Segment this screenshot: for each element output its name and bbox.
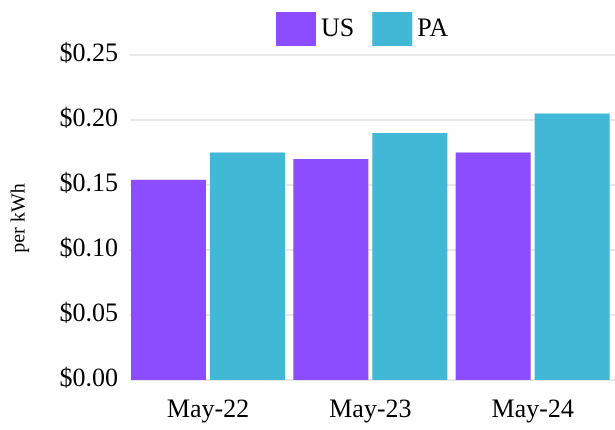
y-tick-label: $0.10 (60, 233, 119, 262)
y-tick-label: $0.25 (60, 38, 119, 67)
bar (293, 159, 369, 380)
legend-label: PA (417, 13, 448, 42)
bar (372, 133, 448, 380)
legend-swatch (276, 12, 316, 46)
bar (131, 179, 206, 380)
x-tick-label: May-24 (492, 394, 574, 423)
y-tick-label: $0.20 (60, 103, 119, 132)
y-tick-label: $0.00 (60, 363, 119, 392)
bar (455, 152, 531, 380)
x-tick-label: May-23 (329, 394, 411, 423)
legend-label: US (321, 13, 354, 42)
bar (534, 113, 610, 380)
y-tick-label: $0.15 (60, 168, 119, 197)
bar (210, 152, 285, 380)
y-axis-label: per kWh (8, 183, 30, 252)
legend-swatch (372, 12, 413, 46)
y-tick-label: $0.05 (60, 298, 119, 327)
x-tick-label: May-22 (167, 394, 249, 423)
